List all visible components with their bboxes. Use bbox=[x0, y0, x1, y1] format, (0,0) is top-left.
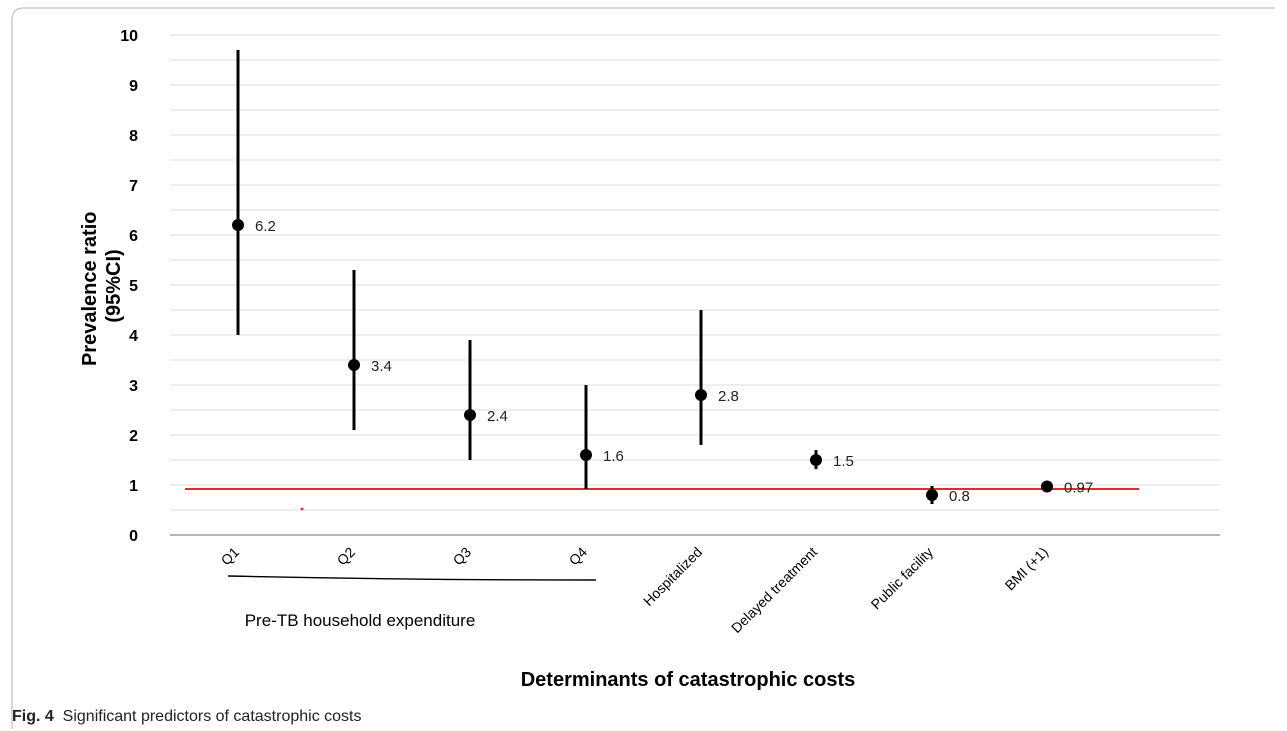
x-tick-label: Public facility bbox=[868, 544, 937, 613]
y-tick-label: 6 bbox=[129, 228, 138, 245]
y-tick-label: 0 bbox=[129, 528, 138, 545]
x-tick-label: Q3 bbox=[450, 544, 475, 569]
figure-caption: Fig. 4 Significant predictors of catastr… bbox=[12, 708, 361, 726]
x-tick-label: BMI (+1) bbox=[1002, 544, 1052, 594]
value-label: 1.5 bbox=[833, 453, 854, 470]
confidence-intervals bbox=[236, 50, 1049, 504]
y-tick-label: 1 bbox=[129, 478, 138, 495]
y-tick-label: 5 bbox=[129, 278, 138, 295]
value-label: 0.97 bbox=[1064, 480, 1093, 497]
grid-lines bbox=[170, 34, 1220, 536]
value-label: 2.8 bbox=[718, 388, 739, 405]
value-label: 1.6 bbox=[603, 448, 624, 465]
y-tick-label: 4 bbox=[129, 328, 138, 345]
x-tick-label: Q2 bbox=[334, 544, 359, 569]
point-marker bbox=[348, 359, 360, 371]
point-marker bbox=[580, 449, 592, 461]
value-label: 2.4 bbox=[487, 408, 508, 425]
point-marker bbox=[695, 389, 707, 401]
y-tick-label: 8 bbox=[129, 128, 138, 145]
value-labels: 6.2 3.4 2.4 1.6 2.8 1.5 0.8 0.97 bbox=[255, 218, 1093, 505]
y-tick-label: 2 bbox=[129, 428, 138, 445]
y-tick-label: 9 bbox=[129, 78, 138, 95]
x-tick-label: Q1 bbox=[218, 544, 243, 569]
caption-text: Significant predictors of catastrophic c… bbox=[62, 708, 362, 725]
forest-plot: 0 1 2 3 4 5 6 7 8 9 10 6.2 3.4 2.4 1.6 2.8 1.5 0.8 0.97 Q… bbox=[79, 28, 1220, 691]
point-marker bbox=[810, 454, 822, 466]
value-label: 3.4 bbox=[371, 358, 392, 375]
x-tick-label: Q4 bbox=[566, 544, 591, 569]
value-label: 0.8 bbox=[949, 488, 970, 505]
group-bracket-line bbox=[227, 575, 597, 581]
point-marker bbox=[464, 409, 476, 421]
x-axis-label: Determinants of catastrophic costs bbox=[521, 669, 856, 691]
y-axis-ticks: 0 1 2 3 4 5 6 7 8 9 10 bbox=[120, 28, 138, 545]
y-tick-label: 7 bbox=[129, 178, 138, 195]
caption-label: Fig. 4 bbox=[12, 708, 54, 725]
point-estimates bbox=[232, 219, 1053, 501]
point-marker bbox=[926, 489, 938, 501]
value-label: 6.2 bbox=[255, 218, 276, 235]
stray-red-dot bbox=[300, 507, 304, 511]
group-label: Pre-TB household expenditure bbox=[245, 611, 476, 630]
x-tick-label: Delayed treatment bbox=[728, 544, 820, 636]
x-tick-label: Hospitalized bbox=[640, 544, 705, 609]
y-axis-label: Prevalence ratio (95%CI) bbox=[79, 206, 125, 366]
point-marker bbox=[232, 219, 244, 231]
y-tick-label: 10 bbox=[120, 28, 138, 45]
y-tick-label: 3 bbox=[129, 378, 138, 395]
point-marker bbox=[1041, 480, 1053, 493]
